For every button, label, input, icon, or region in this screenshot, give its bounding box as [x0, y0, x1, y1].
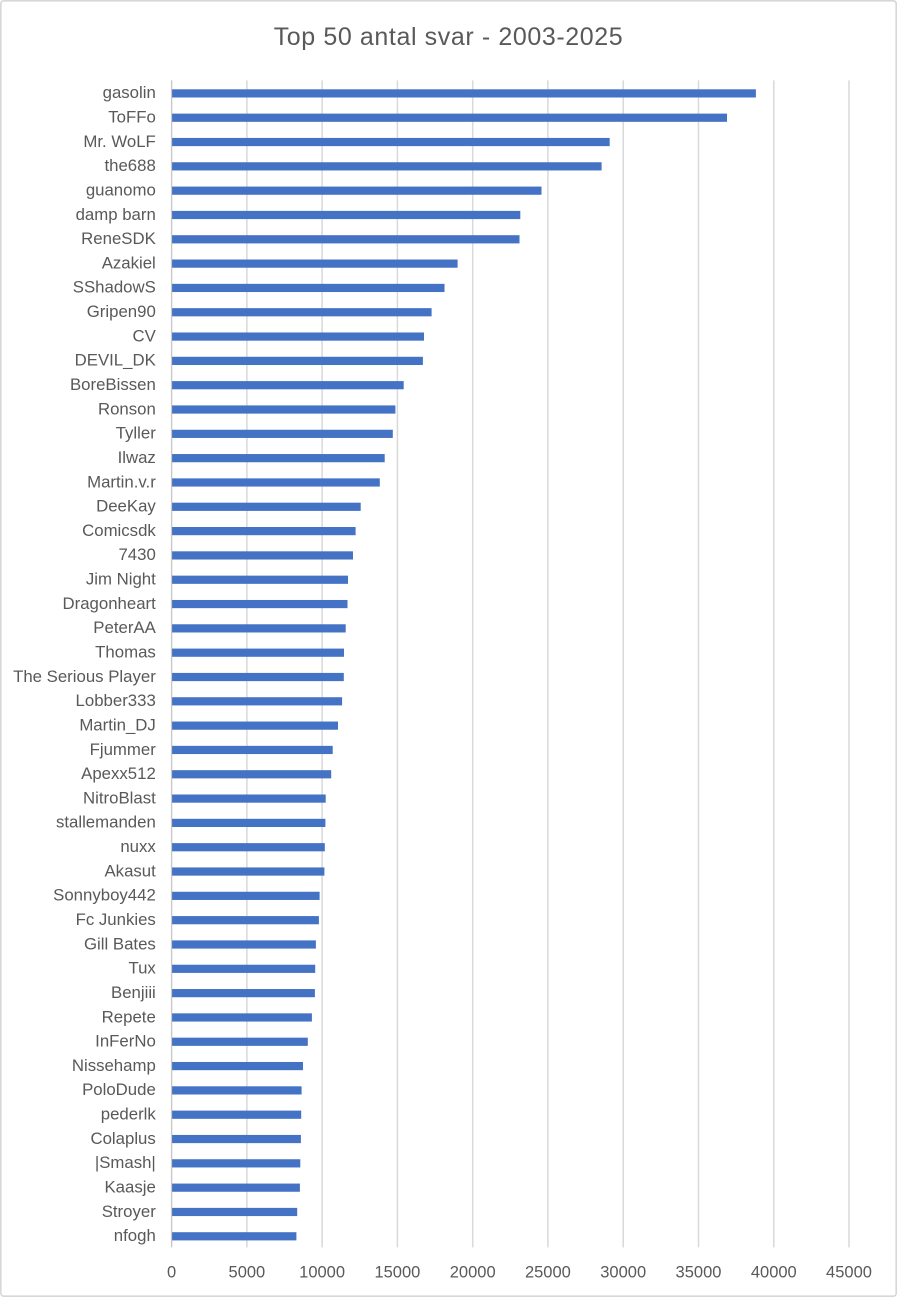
svg-text:InFerNo: InFerNo — [95, 1032, 156, 1051]
svg-text:Nissehamp: Nissehamp — [72, 1056, 156, 1075]
svg-text:Azakiel: Azakiel — [102, 253, 156, 272]
svg-text:Comicsdk: Comicsdk — [82, 521, 156, 540]
svg-text:40000: 40000 — [751, 1264, 797, 1282]
svg-text:Apexx512: Apexx512 — [81, 764, 156, 783]
svg-text:Tux: Tux — [128, 959, 156, 978]
svg-text:30000: 30000 — [600, 1264, 646, 1282]
svg-text:Stroyer: Stroyer — [102, 1202, 157, 1221]
svg-text:Lobber333: Lobber333 — [76, 691, 156, 710]
svg-text:15000: 15000 — [374, 1264, 420, 1282]
svg-text:ToFFo: ToFFo — [108, 108, 156, 127]
svg-text:7430: 7430 — [118, 545, 155, 564]
svg-text:DeeKay: DeeKay — [96, 497, 156, 516]
svg-text:Sonnyboy442: Sonnyboy442 — [53, 886, 156, 905]
svg-text:DEVIL_DK: DEVIL_DK — [75, 351, 156, 370]
svg-text:5000: 5000 — [229, 1264, 266, 1282]
svg-text:0: 0 — [167, 1264, 176, 1282]
svg-text:SShadowS: SShadowS — [73, 278, 156, 297]
svg-text:Kaasje: Kaasje — [104, 1177, 155, 1196]
svg-text:Fc Junkies: Fc Junkies — [76, 910, 156, 929]
svg-text:PoloDude: PoloDude — [82, 1080, 156, 1099]
svg-text:NitroBlast: NitroBlast — [83, 788, 156, 807]
svg-text:Gripen90: Gripen90 — [87, 302, 156, 321]
svg-text:Martin.v.r: Martin.v.r — [87, 472, 156, 491]
svg-text:Jim Night: Jim Night — [86, 570, 156, 589]
svg-text:Tyller: Tyller — [116, 424, 157, 443]
svg-text:the688: the688 — [104, 156, 155, 175]
svg-text:Ilwaz: Ilwaz — [118, 448, 156, 467]
svg-text:Mr. WoLF: Mr. WoLF — [83, 132, 155, 151]
svg-text:Gill Bates: Gill Bates — [84, 934, 156, 953]
svg-text:Benjiii: Benjiii — [111, 983, 156, 1002]
svg-text:nuxx: nuxx — [120, 837, 156, 856]
svg-text:nfogh: nfogh — [114, 1226, 156, 1245]
svg-text:PeterAA: PeterAA — [93, 618, 156, 637]
svg-text:35000: 35000 — [676, 1264, 722, 1282]
svg-text:damp barn: damp barn — [76, 205, 156, 224]
svg-text:Fjummer: Fjummer — [90, 740, 157, 759]
svg-text:ReneSDK: ReneSDK — [81, 229, 156, 248]
svg-text:Akasut: Akasut — [104, 861, 156, 880]
svg-text:|Smash|: |Smash| — [95, 1153, 156, 1172]
svg-text:Dragonheart: Dragonheart — [63, 594, 157, 613]
svg-text:Repete: Repete — [102, 1007, 156, 1026]
svg-text:stallemanden: stallemanden — [56, 813, 156, 832]
svg-text:Thomas: Thomas — [95, 642, 156, 661]
svg-text:gasolin: gasolin — [103, 83, 156, 102]
svg-text:45000: 45000 — [826, 1264, 872, 1282]
svg-text:guanomo: guanomo — [86, 180, 156, 199]
svg-text:20000: 20000 — [450, 1264, 496, 1282]
svg-text:BoreBissen: BoreBissen — [70, 375, 156, 394]
svg-text:Top 50 antal svar - 2003-2025: Top 50 antal svar - 2003-2025 — [274, 23, 624, 51]
svg-text:Colaplus: Colaplus — [90, 1129, 155, 1148]
svg-text:25000: 25000 — [525, 1264, 571, 1282]
svg-text:CV: CV — [132, 326, 156, 345]
svg-text:pederlk: pederlk — [101, 1105, 157, 1124]
svg-text:10000: 10000 — [299, 1264, 345, 1282]
svg-text:Martin_DJ: Martin_DJ — [79, 715, 155, 734]
svg-text:Ronson: Ronson — [98, 399, 156, 418]
svg-text:The Serious Player: The Serious Player — [13, 667, 156, 686]
